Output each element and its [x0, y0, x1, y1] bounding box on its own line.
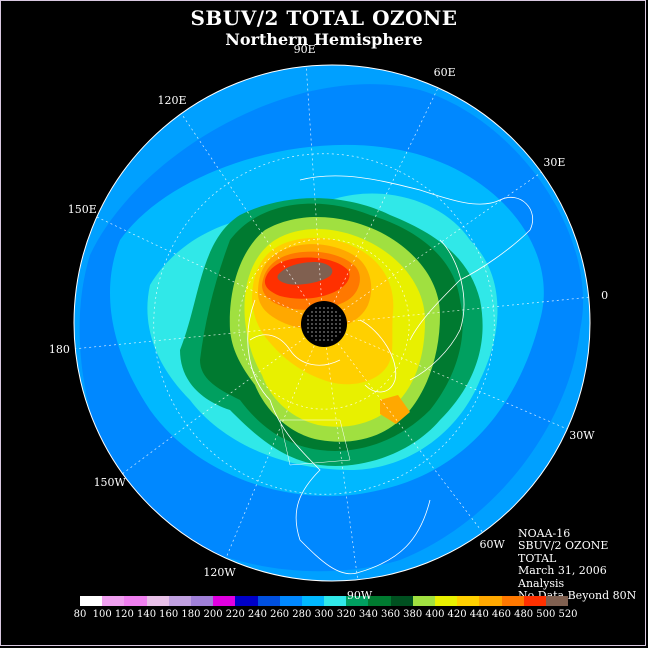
legend-swatch — [412, 596, 435, 606]
us-state-borders — [279, 419, 351, 466]
legend-swatch — [390, 596, 413, 606]
legend-tick-label: 240 — [247, 609, 267, 620]
color-legend — [80, 596, 569, 606]
legend-tick-label: 180 — [181, 609, 201, 620]
legend-tick-label: 120 — [114, 609, 134, 620]
graticule — [75, 66, 589, 580]
analysis-label: Analysis — [518, 576, 565, 590]
longitude-label: 120E — [157, 93, 187, 107]
legend-swatch — [368, 596, 391, 606]
no-data-cap-dots — [307, 307, 341, 341]
product-label: SBUV/2 OZONE — [518, 539, 609, 553]
europe-coastline — [409, 239, 465, 381]
legend-swatch — [545, 596, 569, 606]
longitude-label: 180 — [48, 343, 70, 357]
legend-tick-label: 80 — [73, 609, 87, 620]
legend-tick-label: 140 — [136, 609, 157, 620]
legend-tick-label: 480 — [514, 609, 534, 620]
legend-swatch — [324, 596, 347, 606]
ozone-patch-440 — [380, 395, 410, 424]
legend-tick-label: 400 — [425, 609, 445, 620]
map-subtitle: Northern Hemisphere — [225, 30, 423, 49]
longitude-label: 30E — [543, 155, 566, 169]
legend-swatch — [457, 596, 480, 606]
legend-tick-label: 100 — [92, 609, 112, 620]
longitude-label: 150E — [67, 203, 97, 217]
legend-swatch — [102, 596, 125, 606]
legend-tick-label: 460 — [491, 609, 511, 620]
legend-tick-label: 420 — [447, 609, 467, 620]
legend-swatch — [257, 596, 280, 606]
legend-tick-label: 500 — [536, 609, 556, 620]
map-title: SBUV/2 TOTAL OZONE — [190, 6, 458, 30]
legend-tick-label: 320 — [336, 609, 356, 620]
legend-swatch — [279, 596, 302, 606]
legend-tick-label: 380 — [403, 609, 423, 620]
legend-swatch — [301, 596, 325, 606]
hemisphere-boundary — [73, 64, 591, 582]
legend-tick-label: 200 — [203, 609, 223, 620]
legend-swatch — [479, 596, 502, 606]
legend-swatch — [190, 596, 214, 606]
longitude-label: 30W — [569, 428, 595, 442]
legend-swatch — [213, 596, 236, 606]
eurasia-coastline — [299, 175, 533, 341]
legend-swatch — [346, 596, 369, 606]
coastlines — [247, 175, 533, 575]
legend-tick-label: 220 — [225, 609, 245, 620]
info-block: NOAA-16 SBUV/2 OZONE TOTAL March 31, 200… — [518, 527, 636, 602]
legend-tick-label: 300 — [314, 609, 334, 620]
legend-swatch — [501, 596, 524, 606]
legend-tick-label: 440 — [469, 609, 489, 620]
longitude-label: 120W — [203, 565, 236, 579]
legend-tick-label: 260 — [270, 609, 290, 620]
legend-swatch — [168, 596, 191, 606]
greenland-coastline — [359, 319, 397, 393]
longitude-label: 150W — [93, 476, 126, 489]
longitude-label: 60W — [479, 538, 505, 552]
longitude-label: 90E — [293, 43, 316, 57]
canada-archipelago — [249, 334, 341, 366]
legend-swatch — [146, 596, 169, 606]
field-label: TOTAL — [518, 551, 557, 565]
ozone-band-500 — [277, 262, 333, 285]
legend-tick-label: 520 — [558, 609, 578, 620]
legend-ticks: 80 100 120 140 160 180 200 220 240 260 280 300 320 34… — [62, 609, 589, 621]
legend-swatch — [124, 596, 147, 606]
north-america-coastline — [247, 299, 431, 575]
longitude-label: 90W — [346, 588, 373, 602]
legend-tick-label: 280 — [292, 609, 312, 620]
legend-swatch — [235, 596, 258, 606]
legend-swatch — [80, 596, 103, 606]
longitude-label: 60E — [433, 66, 456, 80]
longitude-label: 0 — [601, 288, 609, 302]
legend-swatch — [435, 596, 458, 606]
legend-tick-label: 160 — [159, 609, 179, 620]
legend-tick-label: 360 — [380, 609, 401, 620]
legend-swatch — [523, 596, 546, 606]
date-label: March 31, 2006 — [518, 564, 607, 578]
satellite-label: NOAA-16 — [518, 527, 571, 540]
legend-tick-label: 340 — [358, 609, 378, 620]
